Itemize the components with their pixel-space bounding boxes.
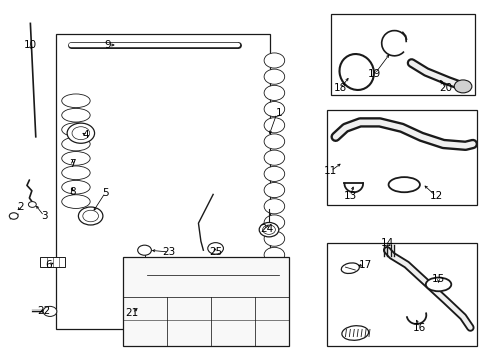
Ellipse shape [264, 69, 285, 84]
Text: 4: 4 [82, 130, 89, 140]
Ellipse shape [264, 183, 285, 198]
Text: 1: 1 [276, 108, 283, 118]
Ellipse shape [264, 215, 285, 230]
Circle shape [138, 245, 151, 255]
Text: 24: 24 [260, 224, 274, 234]
Text: 11: 11 [324, 166, 338, 176]
Text: 6: 6 [46, 260, 52, 270]
Ellipse shape [264, 166, 285, 181]
Text: 19: 19 [368, 69, 382, 79]
Ellipse shape [264, 150, 285, 165]
Text: 22: 22 [37, 306, 51, 316]
Ellipse shape [62, 166, 90, 180]
Text: 20: 20 [440, 83, 452, 93]
Ellipse shape [62, 137, 90, 151]
Text: 18: 18 [334, 83, 347, 93]
Bar [56, 34, 270, 329]
Ellipse shape [62, 108, 90, 122]
Ellipse shape [62, 195, 90, 208]
Ellipse shape [264, 102, 285, 117]
Circle shape [78, 207, 103, 225]
Ellipse shape [342, 326, 368, 340]
Circle shape [43, 306, 57, 316]
Ellipse shape [62, 123, 90, 136]
Text: 25: 25 [209, 247, 222, 257]
Text: 3: 3 [41, 211, 48, 221]
Ellipse shape [264, 280, 285, 295]
Ellipse shape [340, 54, 374, 90]
Circle shape [9, 213, 18, 219]
Text: 9: 9 [104, 40, 111, 50]
Bar [327, 110, 477, 205]
Bar [122, 257, 289, 346]
Circle shape [208, 243, 223, 254]
Circle shape [28, 202, 36, 207]
Circle shape [263, 225, 275, 234]
Text: 15: 15 [432, 274, 445, 284]
Ellipse shape [62, 94, 90, 108]
Ellipse shape [264, 53, 285, 68]
Ellipse shape [264, 231, 285, 246]
Bar [327, 243, 477, 346]
Text: 23: 23 [162, 247, 176, 257]
Ellipse shape [264, 264, 285, 279]
Ellipse shape [389, 177, 420, 192]
Text: 5: 5 [102, 188, 109, 198]
Ellipse shape [264, 247, 285, 262]
Text: 17: 17 [358, 260, 372, 270]
Text: 7: 7 [69, 159, 76, 169]
Bar [331, 14, 475, 95]
Ellipse shape [62, 152, 90, 165]
Ellipse shape [342, 263, 359, 274]
Ellipse shape [264, 134, 285, 149]
Ellipse shape [426, 278, 451, 291]
Text: 12: 12 [429, 191, 443, 201]
Text: 8: 8 [69, 186, 76, 197]
Ellipse shape [264, 85, 285, 100]
Text: 21: 21 [125, 308, 139, 318]
Text: 16: 16 [412, 323, 426, 333]
Text: 14: 14 [380, 238, 394, 248]
Circle shape [72, 127, 90, 140]
Ellipse shape [62, 180, 90, 194]
Circle shape [67, 123, 95, 143]
Circle shape [259, 222, 279, 237]
Ellipse shape [264, 199, 285, 214]
Circle shape [454, 80, 472, 93]
Text: 13: 13 [343, 191, 357, 201]
Text: 10: 10 [24, 40, 37, 50]
Text: 2: 2 [17, 202, 24, 212]
Bar [40, 257, 65, 267]
Circle shape [83, 210, 98, 222]
Ellipse shape [264, 118, 285, 133]
